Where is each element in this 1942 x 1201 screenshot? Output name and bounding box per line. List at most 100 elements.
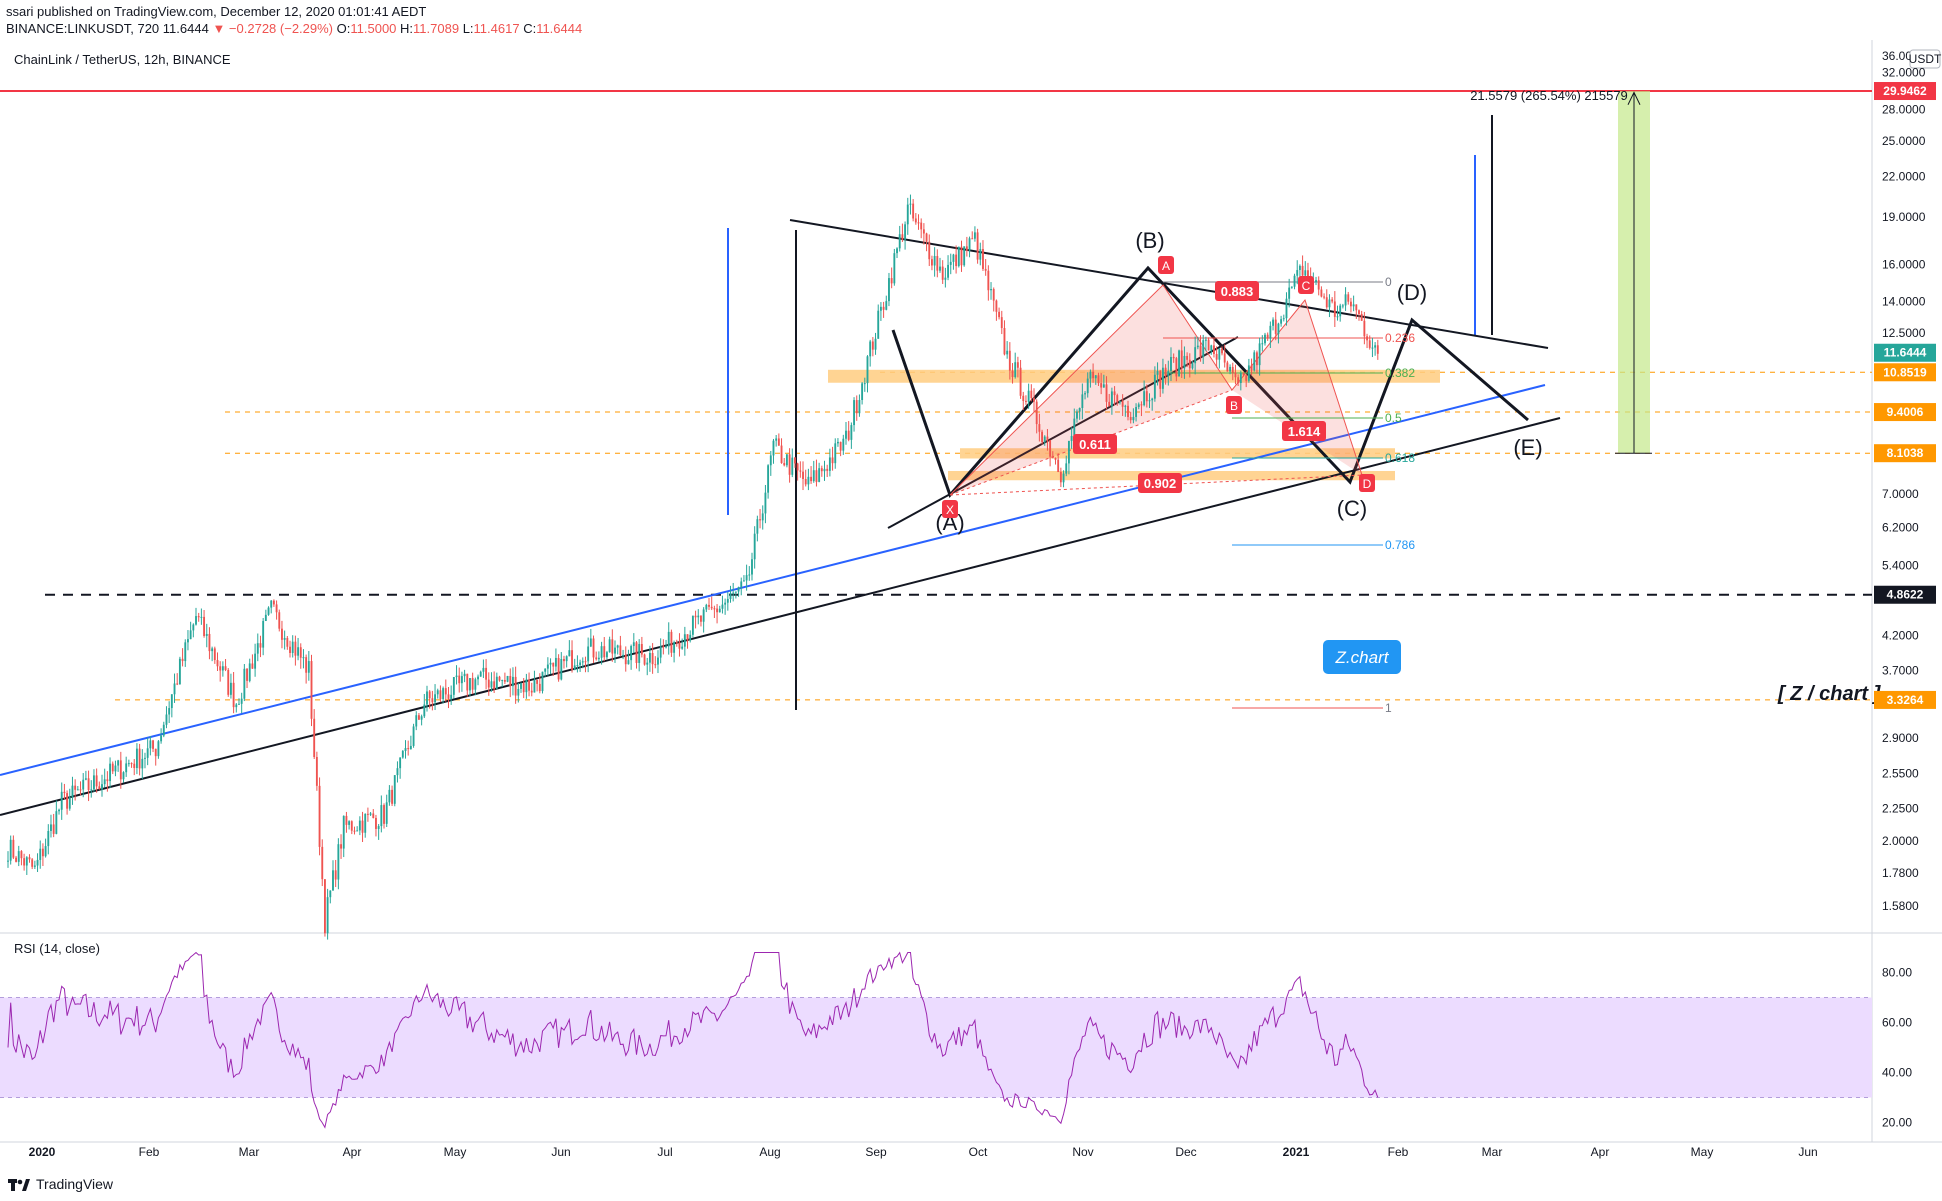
- harmonic-point-label: C: [1302, 279, 1311, 293]
- candle-body: [879, 306, 882, 311]
- tradingview-logo-icon: [8, 1179, 30, 1191]
- candle-body: [426, 691, 428, 705]
- candle-body: [1196, 345, 1199, 348]
- zchart-badge: [1323, 640, 1401, 674]
- candle-body: [745, 575, 748, 581]
- candle-body: [1255, 352, 1258, 366]
- rsi-tick-label: 20.00: [1882, 1116, 1912, 1130]
- candle-body: [898, 234, 901, 249]
- x-tick-label: Dec: [1175, 1145, 1196, 1159]
- candle-body: [1105, 384, 1108, 402]
- candle-body: [195, 616, 197, 625]
- candle-body: [906, 204, 909, 225]
- harmonic-ratio-badge: [1282, 421, 1326, 441]
- candle-body: [1296, 270, 1299, 276]
- candle-body: [391, 789, 394, 804]
- candle-body: [138, 748, 141, 769]
- candle-body: [323, 879, 326, 934]
- candle-body: [1341, 305, 1344, 307]
- y-tick-label: 7.0000: [1882, 487, 1919, 501]
- candle-body: [794, 457, 796, 464]
- y-tick-label: 2.2500: [1882, 801, 1919, 815]
- candle-body: [1274, 319, 1277, 334]
- candle-body: [579, 662, 582, 666]
- wave-label: (D): [1397, 280, 1428, 305]
- candle-body: [544, 668, 547, 672]
- candle-body: [767, 465, 770, 493]
- candle-body: [302, 657, 305, 659]
- candle-body: [1333, 301, 1336, 317]
- candle-body: [614, 647, 616, 654]
- candle-body: [329, 890, 332, 898]
- tradingview-footer[interactable]: TradingView: [8, 1176, 113, 1192]
- candle-body: [1062, 473, 1065, 483]
- candle-body: [681, 646, 684, 649]
- candle-body: [471, 678, 474, 690]
- candle-body: [753, 533, 756, 560]
- candle-body: [1188, 359, 1191, 369]
- candle-body: [1067, 440, 1070, 464]
- candle-body: [1347, 294, 1350, 302]
- y-tick-label: 6.2000: [1882, 520, 1919, 534]
- candle-body: [638, 644, 641, 663]
- candle-body: [442, 688, 445, 700]
- candle-body: [603, 646, 606, 658]
- candle-body: [286, 637, 289, 647]
- harmonic-ratio-badge: [1215, 281, 1259, 301]
- candle-body: [90, 789, 93, 791]
- candle-body: [399, 757, 402, 769]
- candle-body: [240, 698, 243, 704]
- candle-body: [1143, 391, 1146, 406]
- wave-label: (C): [1337, 496, 1368, 521]
- candle-body: [922, 229, 925, 234]
- candle-body: [178, 658, 181, 685]
- candle-body: [1167, 370, 1170, 376]
- candle-body: [243, 668, 246, 699]
- close-value: 11.6444: [536, 21, 583, 36]
- candle-body: [450, 694, 453, 699]
- candle-body: [1003, 328, 1006, 355]
- candle-body: [1119, 401, 1121, 403]
- harmonic-point-label: B: [1230, 399, 1238, 413]
- candle-body: [20, 851, 23, 859]
- candle-body: [667, 631, 670, 647]
- candle-body: [992, 289, 995, 301]
- candle-body: [619, 645, 622, 656]
- x-tick-label: Jun: [551, 1145, 570, 1159]
- candle-body: [807, 476, 810, 485]
- candle-body: [117, 760, 120, 766]
- candle-body: [130, 763, 133, 765]
- candle-body: [1159, 371, 1162, 389]
- candle-body: [31, 859, 34, 867]
- candle-body: [831, 457, 834, 464]
- candle-body: [1355, 304, 1358, 311]
- candle-body: [1100, 383, 1103, 388]
- high-value: 11.7089: [413, 21, 460, 36]
- candle-body: [691, 615, 694, 635]
- candle-body: [1221, 348, 1223, 354]
- candle-body: [675, 642, 678, 644]
- candle-body: [299, 647, 302, 658]
- candle-body: [119, 760, 122, 780]
- candle-body: [1210, 345, 1213, 351]
- candle-body: [310, 661, 313, 719]
- candle-body: [1132, 416, 1135, 421]
- currency-badge: [1909, 49, 1941, 69]
- candle-body: [592, 638, 595, 658]
- candle-body: [538, 683, 541, 692]
- low-label: L:: [462, 21, 474, 36]
- candle-body: [385, 802, 388, 824]
- harmonic-point-label: D: [1363, 477, 1372, 491]
- candle-body: [686, 634, 689, 641]
- candle-body: [1129, 417, 1132, 421]
- candle-body: [197, 616, 200, 618]
- candle-body: [751, 559, 753, 575]
- candle-body: [890, 278, 893, 284]
- candle-body: [495, 676, 498, 689]
- candle-body: [125, 763, 128, 773]
- x-tick-label: Mar: [239, 1145, 260, 1159]
- candle-body: [834, 443, 837, 464]
- candle-body: [842, 438, 845, 451]
- candle-body: [439, 690, 442, 700]
